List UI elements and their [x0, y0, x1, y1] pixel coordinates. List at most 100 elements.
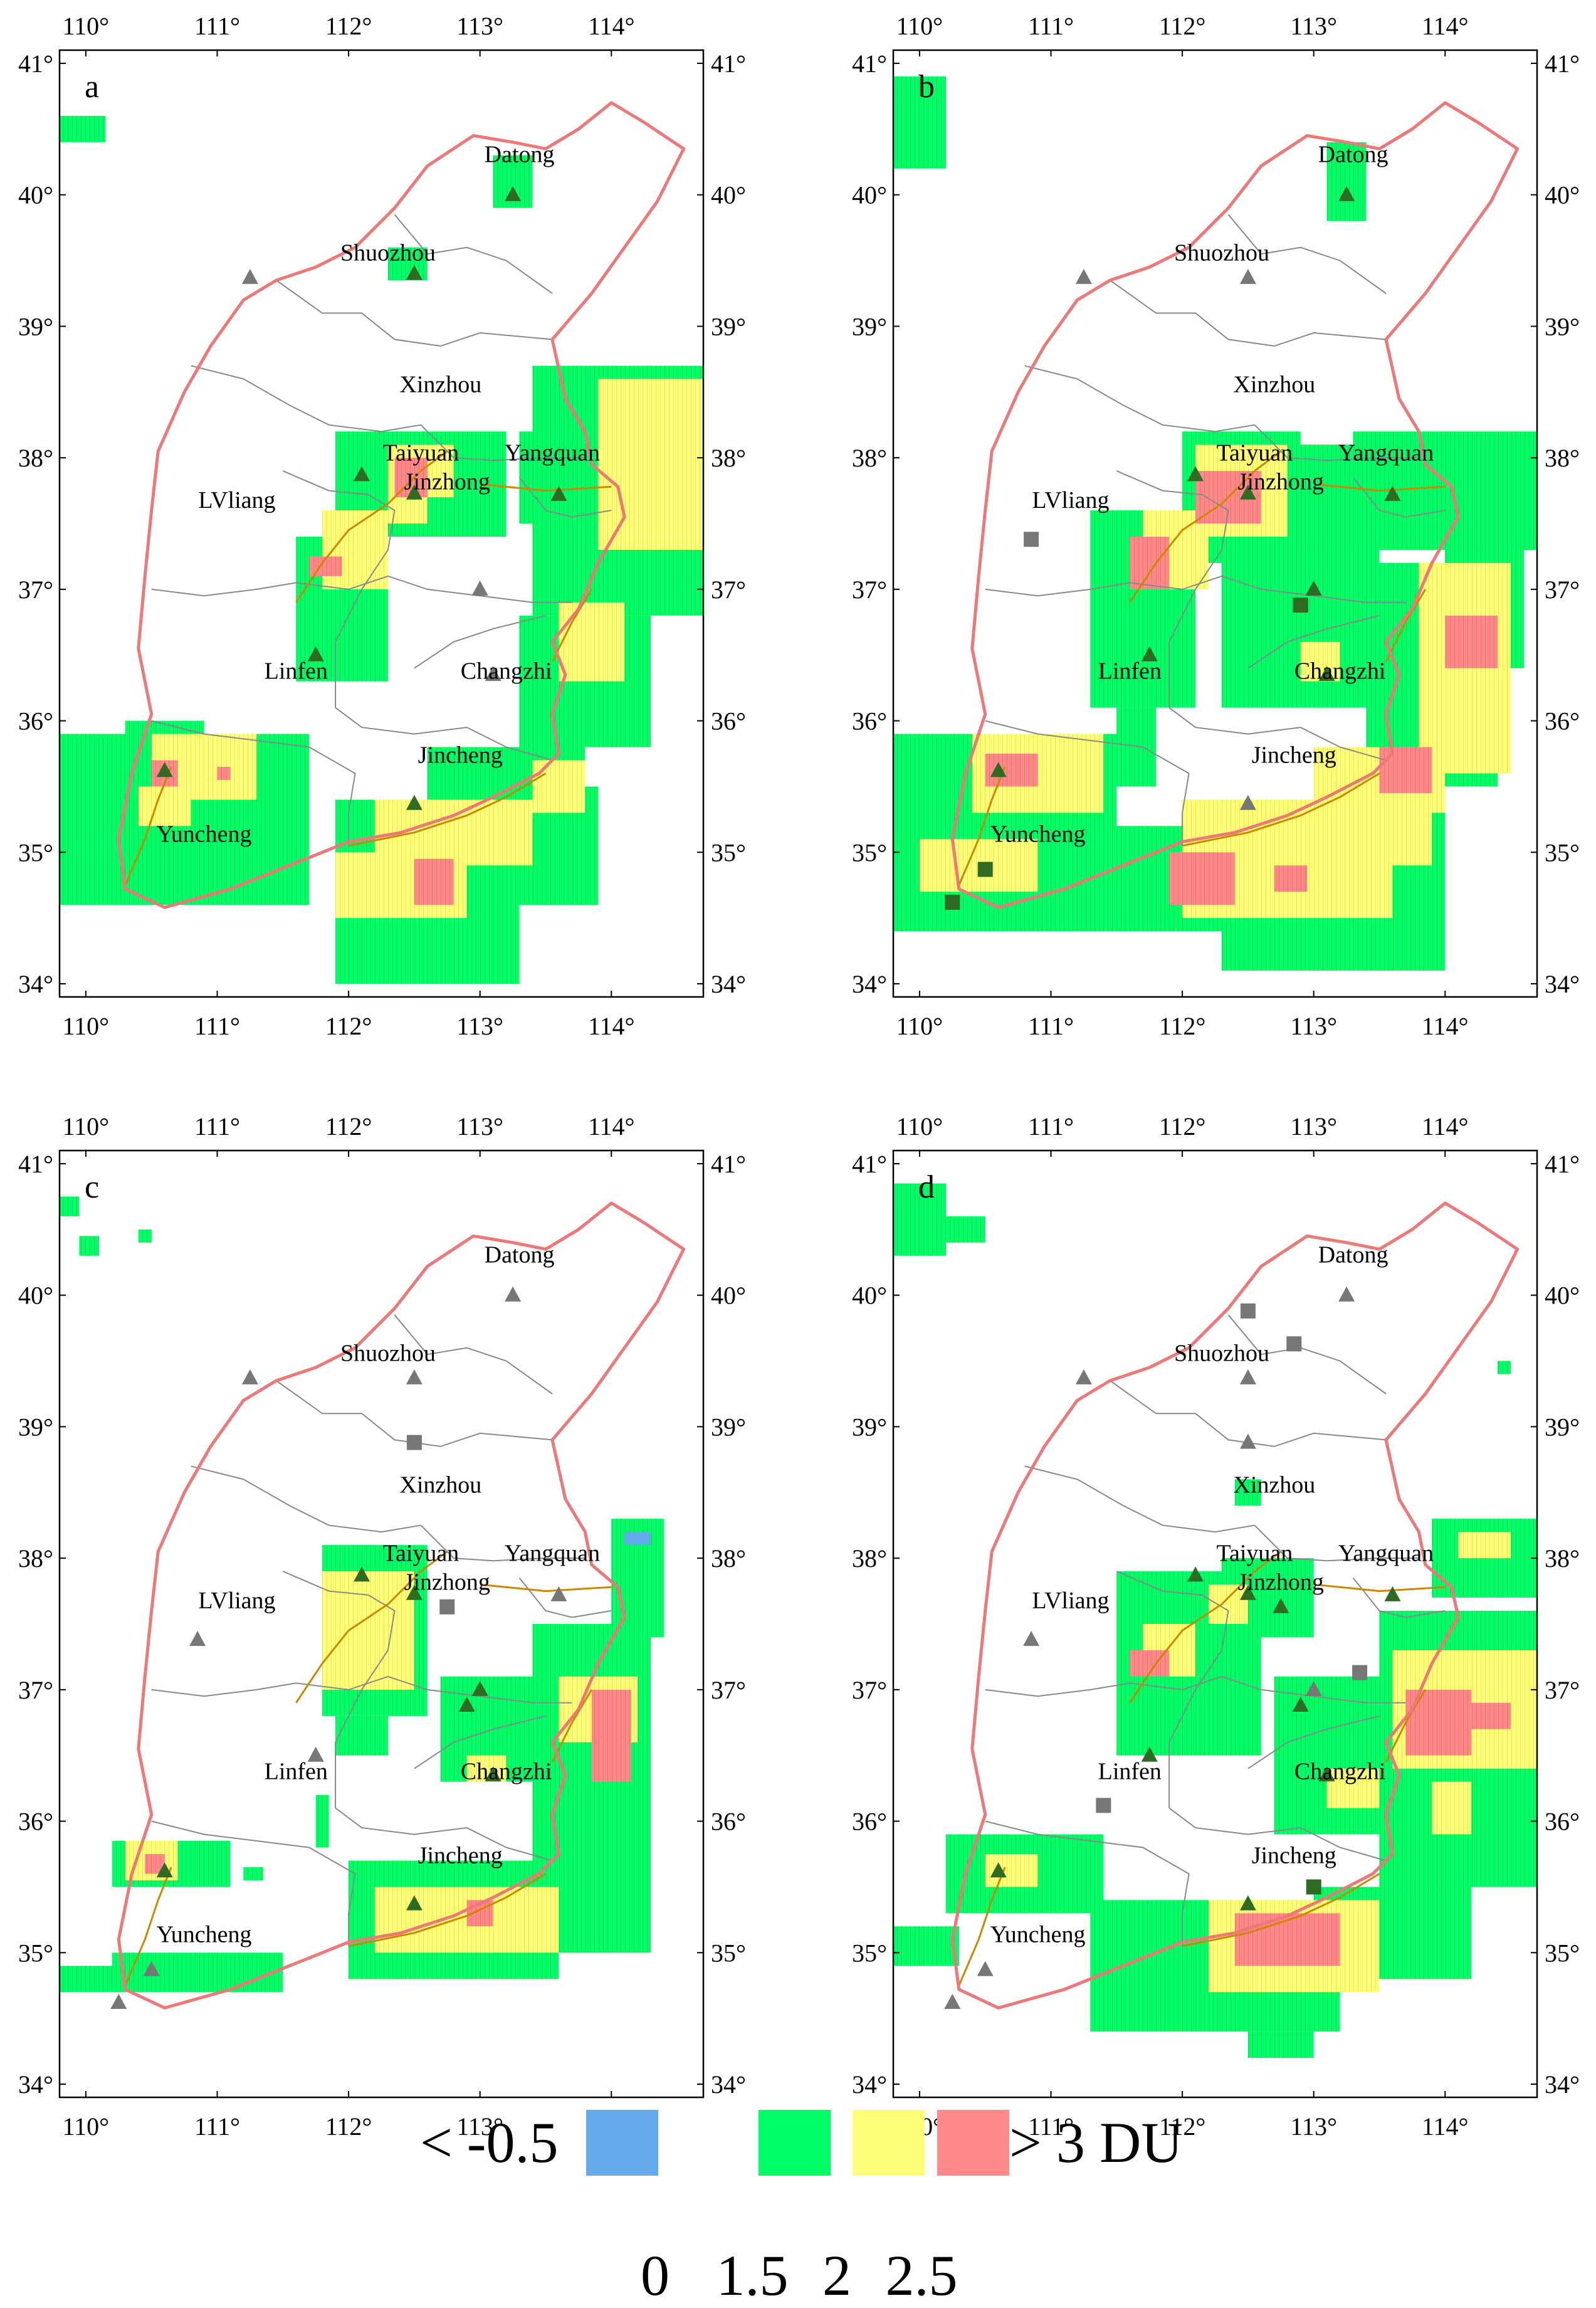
panel-letter: b	[918, 69, 935, 105]
river	[551, 589, 593, 662]
map-frame	[58, 49, 705, 998]
lat-tick-label-left: 41°	[18, 50, 53, 78]
lon-tick-label-top: 111°	[1028, 12, 1074, 40]
city-label: Jincheng	[418, 742, 503, 769]
city-label: Yangquan	[505, 1540, 600, 1566]
station-triangle-icon	[505, 1286, 522, 1302]
grid-cell	[1432, 1781, 1472, 1835]
city-label: Changzhi	[1294, 658, 1386, 684]
station-triangle-icon	[354, 1566, 370, 1582]
station-triangle-icon	[458, 1697, 475, 1712]
station-square-icon	[1096, 1798, 1111, 1813]
city-border	[1024, 1465, 1255, 1533]
city-label: Linfen	[265, 1758, 328, 1784]
city-border	[1116, 470, 1229, 551]
lat-tick-label-left: 40°	[852, 1282, 887, 1310]
city-label: Taiyuan	[382, 440, 459, 466]
station-triangle-icon	[1239, 794, 1256, 810]
lon-tick-label-top: 110°	[896, 12, 943, 40]
station-triangle-icon	[471, 1680, 488, 1696]
station-triangle-icon	[406, 484, 423, 500]
station-triangle-icon	[143, 1961, 160, 1976]
grid-cell	[335, 1715, 388, 1756]
grid-cell	[1326, 1768, 1380, 1808]
river	[551, 1689, 593, 1763]
city-border	[1168, 707, 1387, 761]
grid-cell	[1274, 1676, 1380, 1835]
grid-cell	[985, 754, 1038, 787]
city-border	[420, 1524, 585, 1562]
station-triangle-icon	[406, 1895, 423, 1910]
grid-cell	[217, 766, 231, 780]
lon-tick-label-top: 114°	[1422, 12, 1469, 40]
lon-tick-label-top: 110°	[63, 1112, 110, 1141]
city-border	[276, 280, 553, 347]
anomaly-grid	[893, 1183, 1537, 2058]
lon-tick-label-top: 114°	[588, 12, 635, 40]
city-label: Datong	[1318, 141, 1389, 167]
station-triangle-icon	[1239, 484, 1256, 500]
station-triangle-icon	[550, 485, 567, 501]
station-square-icon	[945, 895, 960, 910]
lat-tick-label-right: 34°	[711, 2070, 746, 2099]
city-label: Taiyuan	[382, 1540, 459, 1566]
lat-tick-label-right: 36°	[711, 707, 746, 735]
lon-tick-label-top: 113°	[456, 12, 503, 40]
station-triangle-icon	[1384, 1586, 1401, 1601]
city-label: Yuncheng	[157, 1922, 252, 1948]
station-triangle-icon	[1305, 1680, 1322, 1696]
lat-tick-label-left: 38°	[852, 444, 887, 472]
grid-cell	[598, 379, 703, 550]
lon-tick-label-top: 112°	[325, 12, 372, 40]
city-label: Linfen	[265, 658, 328, 684]
lat-tick-label-left: 39°	[852, 312, 887, 340]
city-border	[151, 1675, 572, 1704]
river	[958, 766, 1006, 886]
grid-cell	[79, 1236, 99, 1256]
lat-tick-label-right: 38°	[711, 444, 746, 472]
lat-tick-label-right: 36°	[1545, 1808, 1580, 1836]
grid-cell	[1209, 1584, 1248, 1624]
city-label: Datong	[1318, 1241, 1389, 1268]
station-triangle-icon	[1239, 268, 1256, 284]
grid-cell	[559, 602, 625, 682]
lon-tick-label-top: 114°	[1422, 1112, 1469, 1141]
lat-tick-label-right: 39°	[1545, 312, 1580, 340]
grid-cell	[1234, 1913, 1340, 1966]
lat-tick-label-right: 35°	[711, 838, 746, 867]
lat-tick-label-left: 36°	[18, 707, 53, 735]
lat-tick-label-right: 34°	[1545, 2070, 1580, 2099]
lat-tick-label-left: 35°	[852, 838, 887, 867]
lon-tick-label-bottom: 111°	[194, 1012, 240, 1040]
grid-cell	[387, 247, 428, 281]
lat-tick-label-left: 38°	[18, 1544, 53, 1573]
lat-tick-label-left: 35°	[18, 1939, 53, 1967]
station-square-icon	[1240, 1303, 1256, 1319]
river	[1129, 450, 1282, 603]
city-label: Taiyuan	[1216, 1540, 1293, 1566]
lat-tick-label-left: 36°	[852, 707, 887, 735]
river	[295, 1551, 448, 1704]
lat-tick-label-right: 40°	[711, 181, 746, 209]
lat-tick-label-left: 34°	[18, 970, 53, 998]
city-label: Yangquan	[505, 440, 600, 466]
lon-tick-label-bottom: 113°	[1290, 2112, 1337, 2141]
city-label: Jinzhong	[1238, 468, 1324, 495]
river	[1385, 1689, 1427, 1763]
city-label: Linfen	[1098, 658, 1162, 684]
lat-tick-label-left: 37°	[852, 1676, 887, 1704]
lat-tick-label-right: 41°	[1545, 50, 1580, 78]
lon-tick-label-bottom: 113°	[1290, 1012, 1337, 1040]
city-border	[335, 707, 553, 761]
city-border	[191, 1465, 421, 1533]
lat-tick-label-right: 39°	[711, 1413, 746, 1441]
station-square-icon	[977, 862, 993, 877]
panel-letter: d	[918, 1169, 935, 1205]
city-border	[985, 1820, 1190, 1946]
legend-swatch-level2	[853, 2110, 925, 2176]
lat-tick-label-right: 37°	[711, 1676, 746, 1704]
province-border	[950, 1201, 1520, 2010]
lat-tick-label-left: 41°	[852, 1150, 887, 1178]
lat-tick-label-right: 39°	[1545, 1413, 1580, 1441]
